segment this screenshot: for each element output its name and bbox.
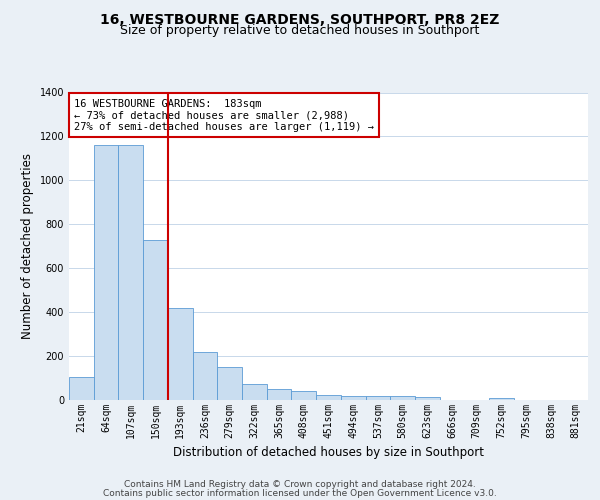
Bar — [193, 352, 217, 400]
Text: 16, WESTBOURNE GARDENS, SOUTHPORT, PR8 2EZ: 16, WESTBOURNE GARDENS, SOUTHPORT, PR8 2… — [100, 12, 500, 26]
Bar — [168, 308, 193, 400]
Bar — [390, 396, 415, 400]
Bar — [292, 391, 316, 400]
Text: 16 WESTBOURNE GARDENS:  183sqm
← 73% of detached houses are smaller (2,988)
27% : 16 WESTBOURNE GARDENS: 183sqm ← 73% of d… — [74, 98, 374, 132]
Bar — [365, 396, 390, 400]
Bar — [242, 384, 267, 400]
Bar — [267, 389, 292, 400]
Bar — [118, 145, 143, 400]
X-axis label: Distribution of detached houses by size in Southport: Distribution of detached houses by size … — [173, 446, 484, 460]
Bar — [217, 368, 242, 400]
Bar — [415, 396, 440, 400]
Bar — [489, 398, 514, 400]
Bar — [69, 377, 94, 400]
Bar — [94, 145, 118, 400]
Bar — [341, 396, 365, 400]
Bar — [143, 240, 168, 400]
Text: Contains public sector information licensed under the Open Government Licence v3: Contains public sector information licen… — [103, 489, 497, 498]
Y-axis label: Number of detached properties: Number of detached properties — [21, 153, 34, 339]
Text: Contains HM Land Registry data © Crown copyright and database right 2024.: Contains HM Land Registry data © Crown c… — [124, 480, 476, 489]
Text: Size of property relative to detached houses in Southport: Size of property relative to detached ho… — [121, 24, 479, 37]
Bar — [316, 394, 341, 400]
